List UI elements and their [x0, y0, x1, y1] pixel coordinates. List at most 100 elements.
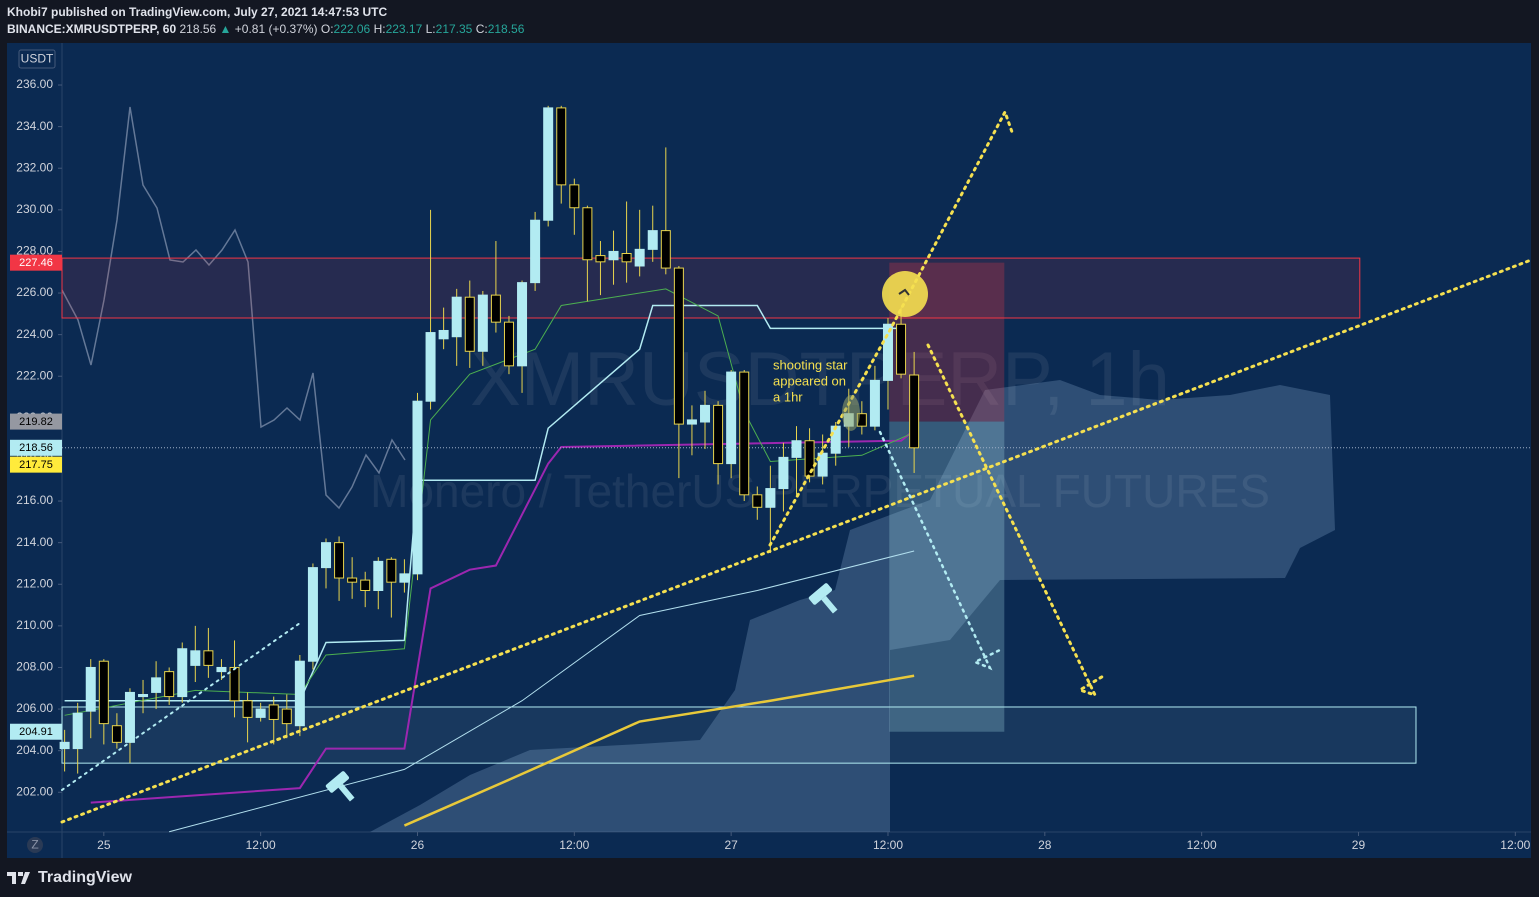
x-tick-label: 25 — [97, 838, 111, 852]
candle-body — [503, 321, 514, 367]
x-tick-label: 12:00 — [1500, 838, 1530, 852]
candle-body — [334, 542, 345, 579]
candle-body — [621, 253, 632, 263]
price-label-bg — [10, 456, 62, 473]
x-tick-label: 12:00 — [873, 838, 903, 852]
ichimoku-cloud — [370, 380, 1335, 832]
candle-body — [569, 184, 580, 209]
x-tick-label: 28 — [1038, 838, 1052, 852]
y-tick-label: 216.00 — [16, 493, 53, 507]
candle-body — [608, 250, 619, 261]
candle-body — [360, 579, 371, 591]
candle-body — [59, 741, 70, 750]
highlight-circle — [882, 271, 928, 317]
price-label: 227.46 — [19, 257, 53, 269]
candle-body — [386, 558, 397, 583]
candle-body — [595, 255, 606, 263]
position-reward — [889, 421, 1005, 732]
price-label-bg — [10, 439, 62, 456]
h-value: 223.17 — [385, 22, 423, 36]
symbol-line: BINANCE:XMRUSDTPERP, 60 218.56 ▲ +0.81 (… — [7, 22, 524, 36]
candle-body — [634, 248, 645, 267]
candle-body — [98, 660, 109, 725]
candle-body — [647, 230, 658, 250]
z-label[interactable]: Z — [31, 838, 38, 852]
candle-body — [347, 577, 358, 583]
l-label: L: — [425, 22, 436, 36]
indicator-line — [64, 304, 902, 702]
hammer-icon — [808, 583, 838, 614]
candle-body — [412, 400, 423, 575]
indicator-line — [64, 288, 915, 716]
y-tick-label: 206.00 — [16, 701, 53, 715]
y-tick-label: 234.00 — [16, 119, 53, 133]
price-label: 204.91 — [19, 726, 53, 738]
brand: TradingView — [38, 869, 132, 886]
brand-logo — [7, 872, 30, 884]
candle-body — [307, 567, 318, 662]
publisher: Khobi7 published on TradingView.com, Jul… — [7, 5, 388, 19]
indicator-line — [169, 550, 915, 833]
candle-body — [177, 648, 188, 698]
up-projection — [768, 108, 1014, 547]
candle-body — [425, 332, 436, 402]
y-tick-label: 226.00 — [16, 285, 53, 299]
candle-body — [399, 573, 410, 583]
indicator-line — [90, 429, 915, 804]
last-price: 218.56 — [179, 22, 217, 36]
candle-body — [151, 677, 162, 693]
compare-line — [61, 106, 406, 510]
highlight-mark — [898, 288, 910, 296]
candle-body — [909, 374, 920, 449]
x-tick-label: 27 — [724, 838, 738, 852]
y-tick-label: 230.00 — [16, 202, 53, 216]
change: +0.81 (+0.37%) — [234, 22, 318, 36]
candle-body — [739, 371, 750, 496]
candle-body — [164, 671, 175, 698]
candle-body — [673, 267, 684, 425]
z-button[interactable] — [27, 837, 43, 853]
candle-body — [869, 379, 880, 427]
trendline — [60, 258, 1533, 824]
y-tick-label: 224.00 — [16, 327, 53, 341]
candle-body — [373, 560, 384, 591]
x-tick-label: 29 — [1352, 838, 1366, 852]
indicator-line — [403, 674, 915, 827]
drawings — [60, 108, 1533, 824]
candle-body — [896, 323, 907, 375]
y-tick-label: 236.00 — [16, 77, 53, 91]
watermark: XMRUSDTPERP, 1h — [470, 337, 1170, 422]
candle-body — [464, 296, 475, 352]
candle-body — [490, 294, 501, 323]
l-value: 217.35 — [435, 22, 473, 36]
price-label: 219.82 — [19, 416, 53, 428]
down-arrow — [878, 430, 1002, 671]
candle-body — [791, 440, 802, 458]
candle-body — [713, 404, 724, 465]
unit-box — [18, 49, 56, 69]
candle-body — [517, 282, 528, 367]
y-tick-label: 204.00 — [16, 743, 53, 757]
candle-body — [882, 323, 893, 381]
x-tick-label: 12:00 — [246, 838, 276, 852]
candle-body — [556, 107, 567, 186]
annotation-text: shooting star — [773, 357, 848, 372]
c-label: C: — [475, 22, 488, 36]
candle-body — [242, 700, 253, 718]
hammer-icon — [325, 771, 355, 802]
candle-body — [477, 294, 488, 352]
arrow: ▲ — [219, 22, 232, 36]
unit-label: USDT — [21, 52, 54, 66]
support-line — [61, 622, 301, 791]
o-value: 222.06 — [333, 22, 371, 36]
candle-body — [281, 708, 292, 725]
zone — [61, 257, 1361, 319]
candle-body — [451, 296, 462, 338]
panel — [7, 43, 1531, 858]
price-label-bg — [10, 723, 62, 740]
candle-body — [190, 650, 201, 666]
y-tick-label: 210.00 — [16, 618, 53, 632]
